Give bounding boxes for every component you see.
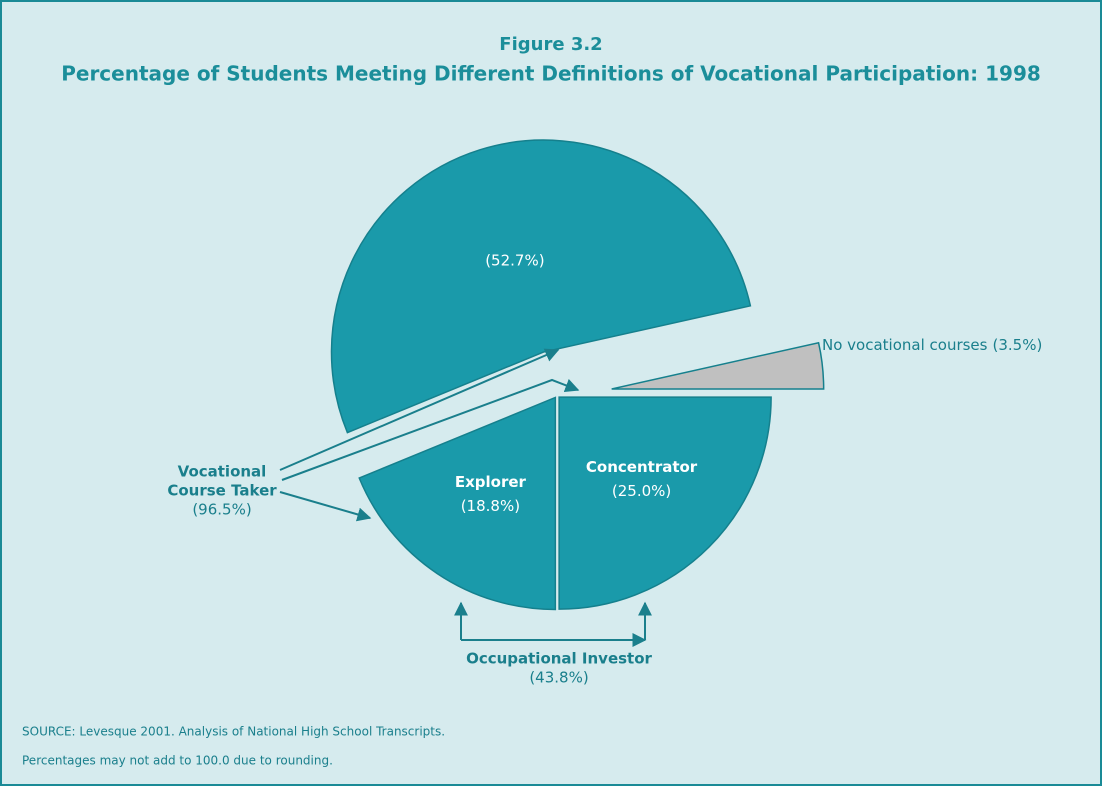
slice-label: No vocational courses (3.5%) — [822, 336, 1042, 354]
pie-slice — [558, 396, 772, 610]
arrow — [281, 378, 580, 481]
slice-value: (25.0%) — [612, 482, 671, 500]
group-label: Course Taker — [167, 482, 277, 500]
arrow — [279, 348, 560, 471]
chart-title: Figure 3.2 — [499, 34, 602, 55]
group-label: Vocational — [178, 463, 267, 481]
pie-slice — [611, 341, 825, 390]
note: SOURCE: Levesque 2001. Analysis of Natio… — [22, 725, 445, 739]
slice-value: (3.5%) — [992, 336, 1042, 354]
pie-slice — [330, 139, 752, 434]
annotation-arrows — [279, 348, 580, 522]
slice-value: (52.7%) — [485, 252, 544, 270]
group-label: Occupational Investor — [466, 650, 652, 668]
chart-subtitle: Percentage of Students Meeting Different… — [61, 62, 1041, 86]
note: Percentages may not add to 100.0 due to … — [22, 754, 333, 768]
arrow — [279, 491, 372, 522]
slice-name: Explorer — [455, 473, 527, 491]
slice-value: (18.8%) — [461, 497, 520, 515]
slice-name: No vocational courses — [822, 336, 988, 354]
group-value: (43.8%) — [529, 669, 588, 687]
slice-name: Concentrator — [586, 458, 698, 476]
pie: Concentrator (25.0%) Explorer (18.8%) (52.7%… — [330, 139, 1042, 611]
pie-slice — [358, 396, 557, 611]
group-value: (96.5%) — [192, 501, 251, 519]
